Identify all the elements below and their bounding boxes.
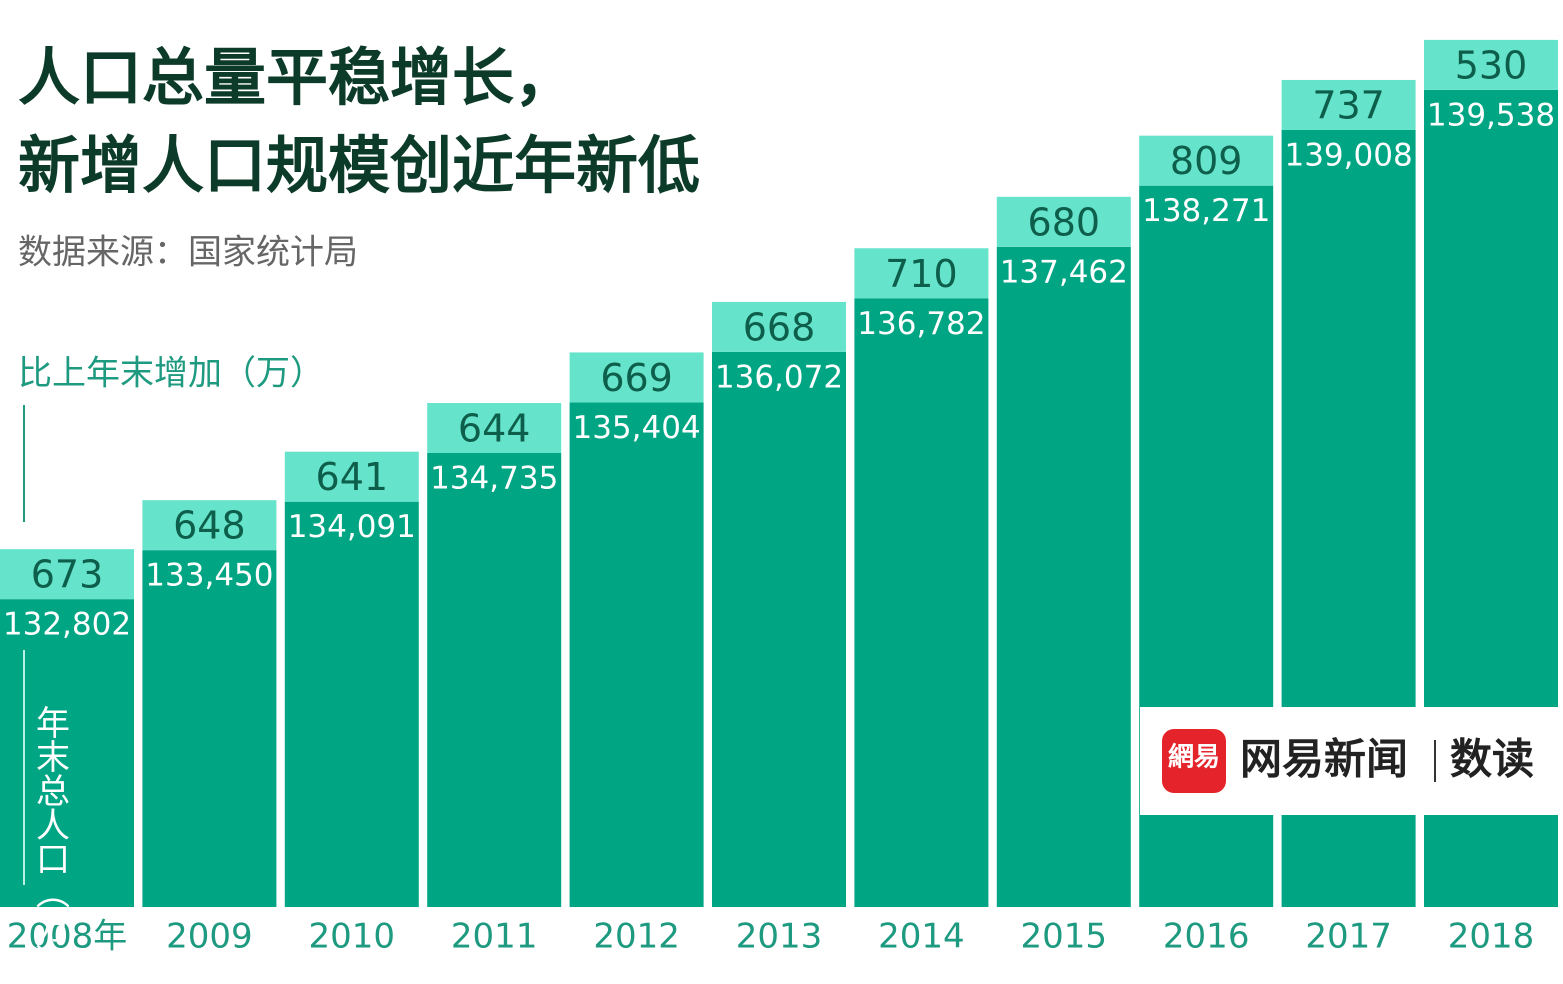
x-tick-label: 2015	[1021, 917, 1108, 957]
increase-label: 673	[31, 553, 104, 597]
chart-title: 人口总量平稳增长，	[18, 41, 576, 114]
x-tick-label: 2016	[1163, 917, 1250, 957]
source: 数据来源：国家统计局	[18, 233, 358, 273]
total-label: 134,091	[288, 509, 416, 545]
increase-cap	[1139, 135, 1274, 186]
increase-label: 648	[173, 504, 246, 548]
x-tick-label: 2012	[593, 917, 680, 957]
legend-label: 比上年末增加（万）	[18, 354, 324, 394]
increase-label: 669	[600, 356, 673, 400]
increase-label: 668	[743, 305, 816, 349]
increase-cap	[1281, 79, 1416, 130]
bar	[996, 246, 1131, 907]
increase-cap	[712, 301, 846, 352]
logo-section: 数读	[1450, 735, 1534, 784]
total-label: 139,538	[1427, 97, 1555, 133]
increase-cap	[996, 196, 1131, 247]
increase-label: 530	[1455, 43, 1528, 87]
total-label: 138,271	[1142, 193, 1270, 229]
increase-label: 710	[885, 252, 958, 296]
x-tick-label: 2013	[736, 917, 823, 957]
total-label: 139,008	[1284, 137, 1412, 173]
increase-cap	[1424, 39, 1558, 90]
logo-icon	[1162, 729, 1226, 793]
bar	[569, 402, 704, 907]
x-tick-label: 2010	[309, 917, 396, 957]
bar	[712, 351, 846, 907]
total-label: 137,462	[1000, 254, 1128, 290]
chart-subtitle: 新增人口规模创近年新低	[18, 129, 700, 202]
x-tick-label: 2017	[1305, 917, 1392, 957]
total-label: 135,404	[572, 410, 700, 446]
increase-label: 809	[1170, 139, 1243, 183]
increase-cap	[427, 403, 562, 454]
total-label: 134,735	[430, 461, 558, 497]
increase-label: 644	[458, 407, 531, 451]
increase-cap	[854, 248, 989, 299]
increase-label: 680	[1028, 200, 1101, 244]
total-label: 132,802	[3, 607, 131, 643]
increase-cap	[0, 549, 134, 600]
total-label: 136,072	[715, 359, 843, 395]
increase-cap	[569, 352, 704, 403]
bar	[142, 550, 277, 907]
x-tick-label: 2009	[166, 917, 253, 957]
y-label: 年末总人口（万）	[30, 705, 70, 977]
increase-cap	[142, 500, 277, 551]
x-tick-label: 2008年	[7, 917, 128, 957]
x-tick-label: 2011	[451, 917, 538, 957]
bar	[0, 599, 134, 907]
logo-icon-glyph: 網易	[1168, 742, 1220, 773]
increase-label: 641	[316, 455, 389, 499]
increase-label: 737	[1312, 83, 1385, 127]
increase-cap	[284, 451, 419, 502]
total-label: 136,782	[857, 306, 985, 342]
total-label: 133,450	[145, 558, 273, 594]
logo-text: 网易新闻	[1240, 735, 1408, 784]
bar	[427, 453, 562, 907]
x-tick-label: 2014	[878, 917, 965, 957]
bar	[854, 298, 989, 907]
x-tick-label: 2018	[1448, 917, 1535, 957]
bar	[284, 501, 419, 907]
